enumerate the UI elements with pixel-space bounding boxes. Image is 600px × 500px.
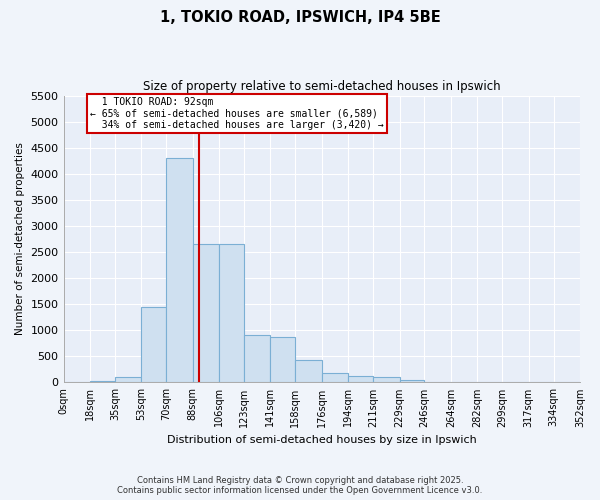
Text: Contains HM Land Registry data © Crown copyright and database right 2025.
Contai: Contains HM Land Registry data © Crown c…	[118, 476, 482, 495]
Bar	[90, 381, 115, 382]
Bar	[271, 337, 295, 382]
Text: 1 TOKIO ROAD: 92sqm
← 65% of semi-detached houses are smaller (6,589)
  34% of s: 1 TOKIO ROAD: 92sqm ← 65% of semi-detach…	[90, 96, 384, 130]
Bar	[322, 374, 348, 382]
Title: Size of property relative to semi-detached houses in Ipswich: Size of property relative to semi-detach…	[143, 80, 500, 93]
Bar	[400, 380, 424, 382]
Bar	[142, 307, 166, 382]
Bar	[166, 158, 193, 382]
X-axis label: Distribution of semi-detached houses by size in Ipswich: Distribution of semi-detached houses by …	[167, 435, 476, 445]
Bar	[115, 377, 142, 382]
Bar	[193, 244, 219, 382]
Bar	[348, 376, 373, 382]
Bar	[244, 336, 271, 382]
Y-axis label: Number of semi-detached properties: Number of semi-detached properties	[15, 142, 25, 336]
Text: 1, TOKIO ROAD, IPSWICH, IP4 5BE: 1, TOKIO ROAD, IPSWICH, IP4 5BE	[160, 10, 440, 25]
Bar	[295, 360, 322, 382]
Bar	[219, 244, 244, 382]
Bar	[373, 377, 400, 382]
